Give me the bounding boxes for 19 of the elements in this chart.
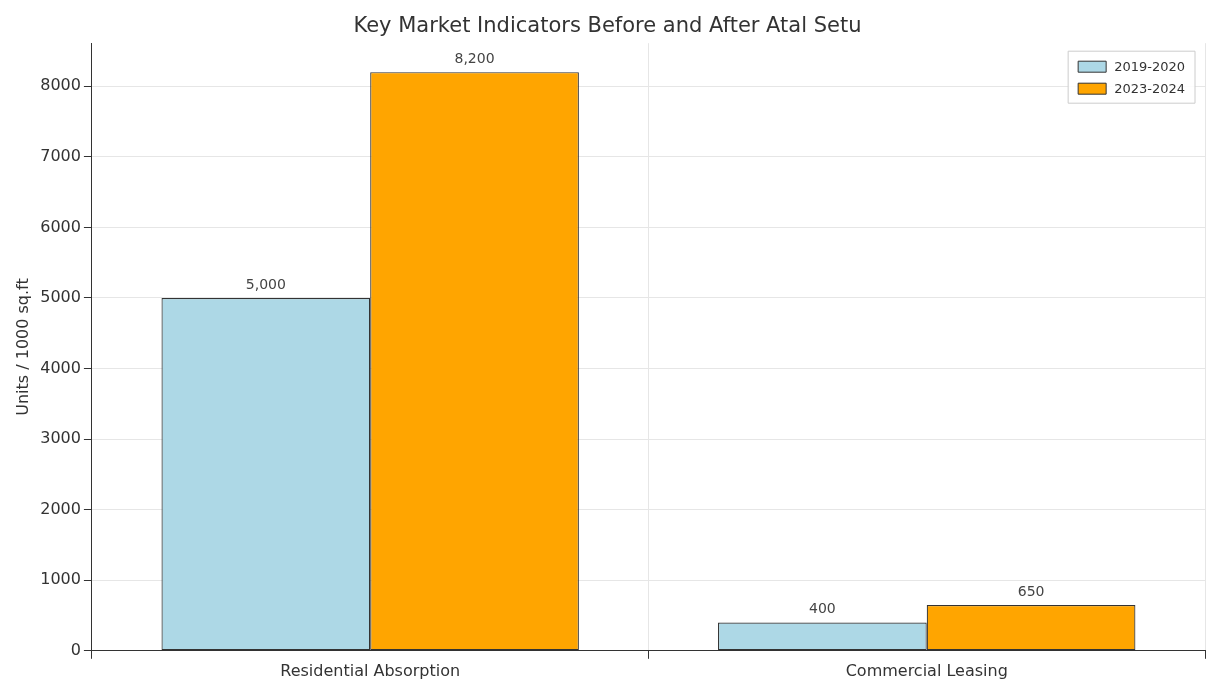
data-label: 400 bbox=[809, 600, 836, 617]
y-tick-label: 4000 bbox=[40, 357, 81, 377]
x-tick-label: Residential Absorption bbox=[280, 660, 461, 680]
y-tick-label: 5000 bbox=[40, 287, 81, 307]
x-tick-label: Commercial Leasing bbox=[845, 660, 1008, 680]
data-label: 650 bbox=[1017, 582, 1045, 599]
y-tick-label: 2000 bbox=[40, 498, 81, 518]
chart-title: Key Market Indicators Before and After Atal Setu bbox=[353, 13, 862, 38]
legend-label: 2023-2024 bbox=[1114, 80, 1185, 96]
y-axis-title: Units / 1000 sq.ft bbox=[12, 278, 32, 416]
y-tick-label: 8000 bbox=[40, 75, 81, 95]
y-tick-label: 7000 bbox=[40, 145, 81, 165]
y-tick-label: 3000 bbox=[40, 428, 81, 448]
y-tick-label: 1000 bbox=[40, 569, 81, 589]
y-tick-label: 0 bbox=[70, 639, 81, 659]
y-tick-label: 6000 bbox=[40, 216, 81, 236]
data-label: 5,000 bbox=[245, 275, 286, 292]
legend-label: 2019-2020 bbox=[1114, 58, 1185, 74]
data-label: 8,200 bbox=[454, 49, 495, 66]
